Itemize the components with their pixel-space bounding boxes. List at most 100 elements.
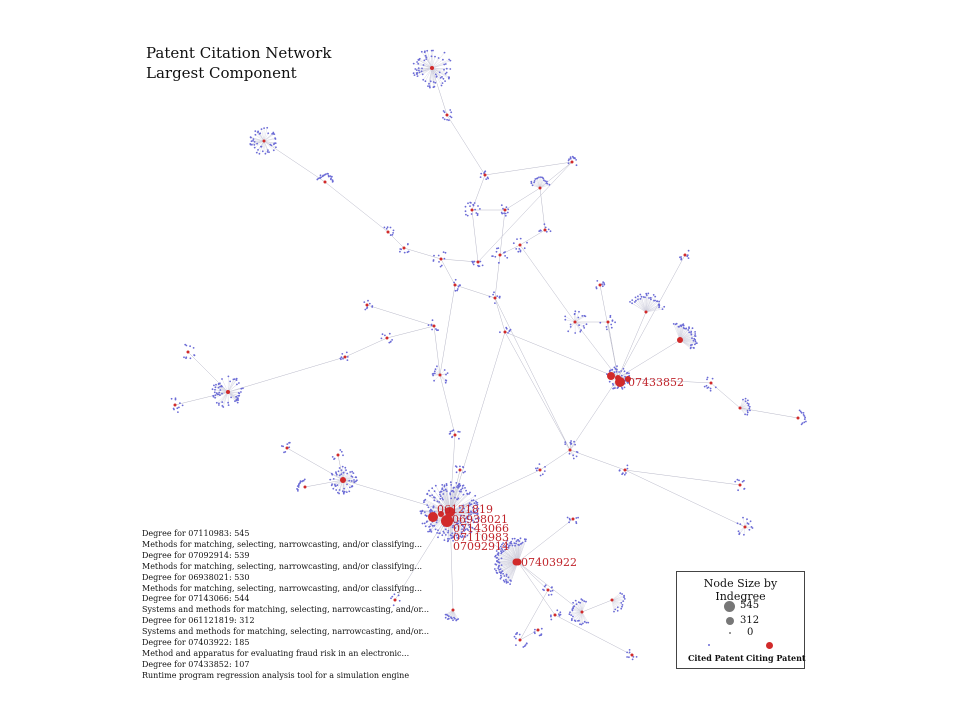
citation-edge bbox=[539, 177, 542, 189]
cited-patent-node bbox=[338, 474, 341, 477]
cited-patent-node bbox=[465, 516, 468, 519]
citation-edge bbox=[449, 469, 541, 513]
cited-patent-node bbox=[418, 71, 421, 74]
cited-patent-node bbox=[582, 325, 585, 327]
cited-patent-node bbox=[466, 214, 469, 217]
cited-patent-node bbox=[257, 149, 259, 151]
citation-edge bbox=[431, 59, 450, 69]
cited-patent-node bbox=[418, 69, 420, 72]
cited-patent-node bbox=[444, 251, 447, 254]
cited-patent-node bbox=[299, 481, 302, 484]
cited-patent-node bbox=[371, 306, 374, 308]
cited-patent-node bbox=[337, 491, 339, 494]
cited-patent-node bbox=[454, 527, 457, 529]
cited-patent-node bbox=[570, 442, 573, 445]
cited-patent-node bbox=[352, 472, 355, 474]
citing-patent-node bbox=[438, 373, 442, 377]
cited-patent-node bbox=[631, 658, 634, 661]
cited-patent-node bbox=[559, 613, 562, 616]
cited-patent-node bbox=[389, 341, 392, 343]
cited-patent-node bbox=[472, 506, 474, 509]
cited-patent-node bbox=[259, 132, 262, 135]
cited-patent-node bbox=[441, 82, 444, 84]
cited-patent-node bbox=[499, 568, 502, 570]
cited-patent-node bbox=[549, 590, 552, 592]
citing-patent-node bbox=[503, 208, 507, 212]
cited-patent-node bbox=[439, 77, 442, 79]
cited-patent-node bbox=[582, 622, 584, 625]
cited-patent-node bbox=[443, 369, 446, 371]
cited-patent-node bbox=[351, 485, 354, 488]
cited-patent-node bbox=[437, 536, 439, 539]
cited-patent-node bbox=[392, 232, 394, 234]
cited-patent-node bbox=[463, 507, 465, 510]
cited-patent-node bbox=[213, 391, 216, 394]
cited-patent-node bbox=[534, 628, 536, 631]
cited-patent-node bbox=[502, 579, 505, 582]
cited-patent-node bbox=[192, 347, 195, 349]
cited-patent-node bbox=[616, 609, 619, 612]
citation-edge bbox=[431, 50, 434, 69]
cited-patent-node bbox=[570, 440, 572, 442]
cited-patent-node bbox=[420, 70, 423, 73]
cited-patent-node bbox=[418, 57, 421, 60]
cited-patent-node bbox=[736, 522, 739, 525]
citation-edge bbox=[611, 599, 622, 604]
citation-edge bbox=[611, 599, 622, 609]
citation-edge bbox=[494, 254, 501, 299]
cited-patent-node bbox=[493, 568, 496, 570]
citation-edge bbox=[263, 140, 275, 144]
cited-patent-node bbox=[460, 531, 463, 534]
citation-edge bbox=[574, 321, 581, 332]
cited-patent-node bbox=[567, 162, 570, 165]
cited-patent-node bbox=[380, 337, 383, 340]
citation-edge bbox=[418, 59, 433, 69]
cited-patent-node bbox=[534, 178, 537, 180]
cited-patent-node bbox=[444, 63, 447, 65]
citation-edge bbox=[424, 51, 433, 69]
cited-patent-node bbox=[237, 392, 240, 394]
cited-patent-node bbox=[458, 431, 461, 433]
cited-patent-node bbox=[516, 631, 518, 634]
cited-label: Cited Patent bbox=[688, 653, 744, 663]
cited-patent-node bbox=[475, 500, 477, 503]
cited-patent-node bbox=[564, 443, 567, 445]
cited-patent-node bbox=[439, 497, 442, 500]
cited-patent-node bbox=[521, 541, 524, 544]
cited-patent-node bbox=[619, 592, 622, 594]
cited-patent-node bbox=[439, 493, 441, 496]
cited-patent-node bbox=[443, 257, 446, 260]
cited-patent-node bbox=[216, 393, 219, 396]
citation-edge bbox=[439, 374, 456, 436]
cited-patent-node bbox=[658, 304, 661, 307]
cited-patent-node bbox=[633, 301, 636, 303]
cited-patent-node bbox=[235, 377, 238, 380]
cited-patent-node bbox=[422, 78, 425, 81]
cited-patent-node bbox=[579, 330, 582, 333]
cited-patent-node bbox=[567, 330, 570, 333]
cited-patent-node bbox=[569, 323, 572, 326]
citing-swatch bbox=[766, 642, 773, 649]
cited-patent-node bbox=[468, 493, 470, 495]
citation-edge bbox=[431, 67, 443, 84]
cited-patent-node bbox=[444, 72, 447, 75]
cited-patent-node bbox=[303, 478, 306, 481]
note-line: Degree for 061121819: 312 bbox=[142, 616, 255, 626]
cited-patent-node bbox=[451, 430, 453, 432]
cited-patent-node bbox=[610, 326, 613, 329]
cited-patent-node bbox=[519, 237, 522, 240]
cited-patent-node bbox=[349, 486, 351, 489]
cited-patent-node bbox=[497, 552, 500, 554]
citation-edge bbox=[739, 407, 748, 415]
cited-patent-node bbox=[432, 374, 434, 377]
cited-patent-node bbox=[703, 385, 706, 388]
cited-patent-node bbox=[319, 174, 322, 177]
cited-patent-node bbox=[518, 248, 521, 250]
cited-patent-node bbox=[504, 548, 506, 551]
cited-patent-node bbox=[442, 498, 444, 501]
cited-patent-node bbox=[461, 528, 463, 531]
cited-patent-node bbox=[389, 226, 392, 229]
cited-patent-node bbox=[746, 413, 749, 416]
cited-patent-node bbox=[564, 318, 567, 321]
cited-patent-node bbox=[450, 616, 452, 619]
